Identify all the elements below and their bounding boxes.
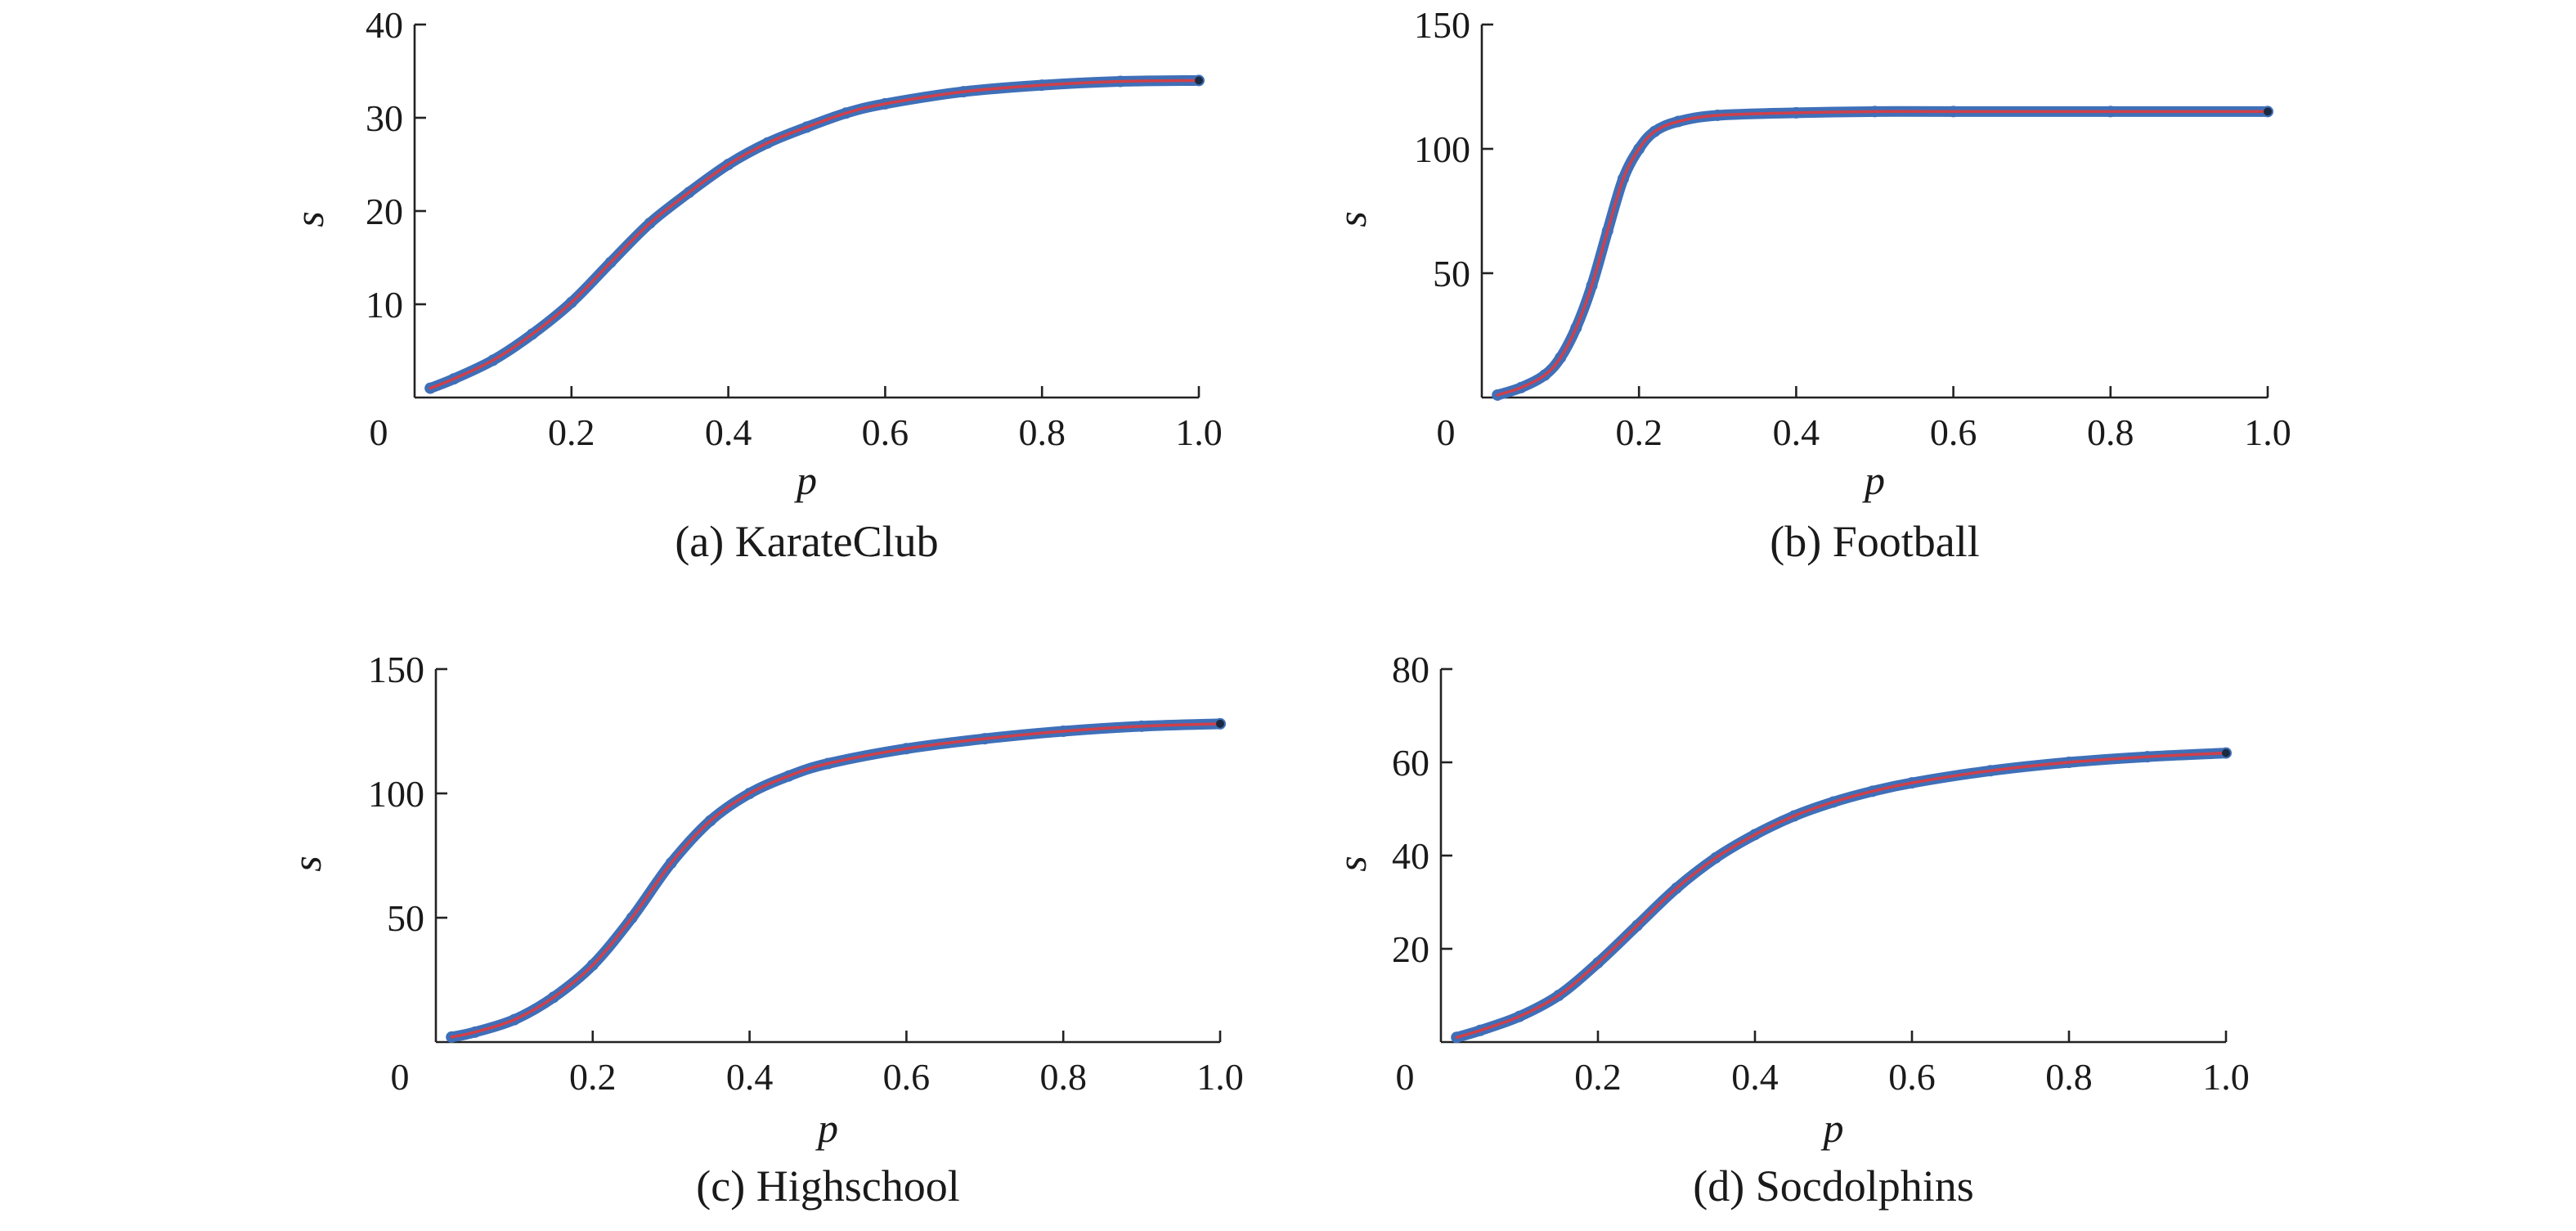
y-tick-label: 40: [366, 4, 403, 46]
x-tick-label: 0.8: [2045, 1056, 2093, 1098]
x-tick-label: 0.4: [1731, 1056, 1779, 1098]
panel-caption: (c) Highschool: [696, 1161, 959, 1211]
panel-caption: (b) Football: [1770, 517, 1979, 566]
x-tick-label: 0.2: [1615, 411, 1663, 453]
y-axis-label: s: [1329, 211, 1375, 227]
simulation-series-band: [1492, 106, 2273, 401]
y-axis-label: s: [286, 211, 332, 227]
series-end-marker: [1195, 76, 1203, 85]
x-tick-label: 0.6: [862, 411, 909, 453]
origin-label: 0: [370, 411, 388, 453]
y-axis-label: s: [284, 856, 330, 871]
x-axis-label: p: [1821, 1105, 1844, 1151]
x-tick-label: 0.2: [1574, 1056, 1622, 1098]
series-end-marker: [1216, 719, 1224, 728]
origin-label: 0: [1437, 411, 1456, 453]
simulation-series-band: [424, 74, 1205, 394]
y-tick-label: 20: [366, 191, 403, 232]
panel-caption: (a) KarateClub: [675, 517, 938, 566]
y-tick-label: 60: [1392, 742, 1429, 784]
y-tick-label: 50: [1433, 253, 1470, 294]
x-tick-label: 0.2: [548, 411, 595, 453]
panel-karateclub: 10 20 30 40 0.2 0.4 0.6 0.8 1.0 0 p s (a) KarateClub: [286, 4, 1223, 566]
panel-socdolphins: 20 40 60 80 0.2 0.4 0.6 0.8 1.0 0 p s (d) Socdolphin…: [1329, 649, 2250, 1211]
y-tick-label: 150: [368, 649, 424, 690]
theory-line: [1455, 751, 2228, 1040]
x-tick-label: 0.4: [705, 411, 752, 453]
x-tick-label: 0.4: [726, 1056, 774, 1098]
origin-label: 0: [1396, 1056, 1415, 1098]
simulation-series-band: [446, 718, 1226, 1043]
x-axis-label: p: [1862, 457, 1885, 503]
x-tick-label: 0.6: [1888, 1056, 1936, 1098]
x-tick-label: 1.0: [1175, 411, 1223, 453]
y-tick-label: 80: [1392, 649, 1429, 690]
x-tick-label: 0.2: [569, 1056, 617, 1098]
y-tick-label: 40: [1392, 835, 1429, 877]
y-axis-label: s: [1329, 856, 1375, 871]
x-axis-label: p: [794, 457, 817, 503]
x-tick-label: 1.0: [2202, 1056, 2250, 1098]
x-tick-label: 0.8: [1039, 1056, 1087, 1098]
y-tick-label: 50: [387, 897, 424, 939]
y-tick-label: 100: [368, 773, 424, 815]
panel-football: 50 100 150 0.2 0.4 0.6 0.8 1.0 0 p s (b) Football: [1329, 4, 2291, 566]
theory-line: [450, 722, 1222, 1039]
y-tick-label: 100: [1414, 128, 1470, 170]
x-tick-label: 0.6: [1930, 411, 1977, 453]
series-end-marker: [2222, 748, 2230, 757]
y-tick-label: 10: [366, 284, 403, 326]
panel-highschool: 50 100 150 0.2 0.4 0.6 0.8 1.0 0 p s (c) Highschool: [284, 649, 1244, 1211]
y-tick-label: 30: [366, 97, 403, 139]
x-tick-label: 0.8: [1018, 411, 1066, 453]
origin-label: 0: [391, 1056, 410, 1098]
theory-line: [1496, 110, 2269, 397]
x-tick-label: 1.0: [2244, 411, 2291, 453]
x-tick-label: 0.4: [1773, 411, 1820, 453]
theory-line: [429, 79, 1200, 390]
panel-caption: (d) Socdolphins: [1693, 1161, 1974, 1211]
y-tick-label: 150: [1414, 4, 1470, 46]
y-tick-label: 20: [1392, 928, 1429, 970]
simulation-series-band: [1451, 748, 2232, 1043]
series-end-marker: [2264, 107, 2272, 116]
x-tick-label: 0.8: [2087, 411, 2134, 453]
x-tick-label: 0.6: [883, 1056, 931, 1098]
x-axis-label: p: [815, 1105, 838, 1151]
x-tick-label: 1.0: [1196, 1056, 1244, 1098]
